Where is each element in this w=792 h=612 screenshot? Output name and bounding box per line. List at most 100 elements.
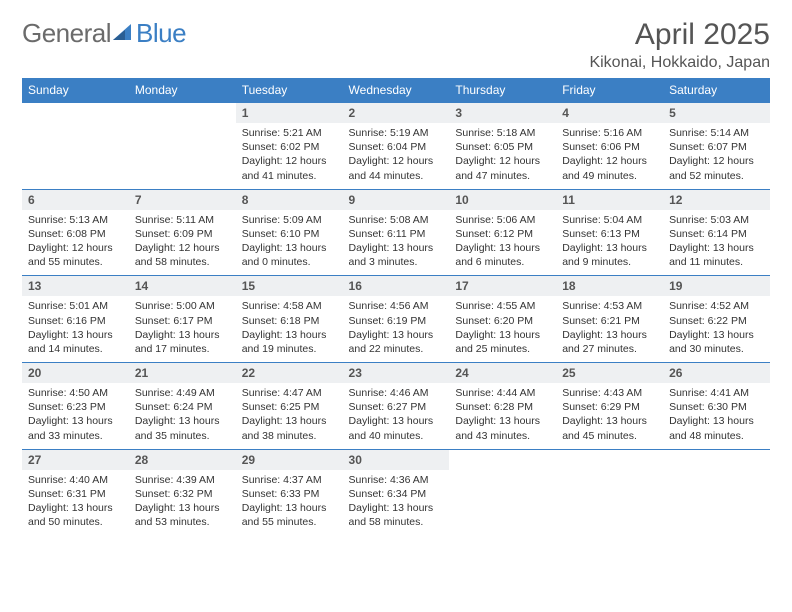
month-title: April 2025	[589, 18, 770, 52]
day-number: 13	[28, 279, 41, 293]
day-number-cell: 30	[343, 449, 450, 470]
daylight-text: Daylight: 12 hours and 58 minutes.	[135, 241, 230, 269]
day-detail-cell: Sunrise: 5:14 AMSunset: 6:07 PMDaylight:…	[663, 123, 770, 189]
day-detail-cell: Sunrise: 4:41 AMSunset: 6:30 PMDaylight:…	[663, 383, 770, 449]
daylight-text: Daylight: 13 hours and 43 minutes.	[455, 414, 550, 442]
daylight-text: Daylight: 13 hours and 22 minutes.	[349, 328, 444, 356]
sunset-text: Sunset: 6:28 PM	[455, 400, 550, 414]
daylight-text: Daylight: 13 hours and 35 minutes.	[135, 414, 230, 442]
day-number: 29	[242, 453, 255, 467]
calendar-page: General Blue April 2025 Kikonai, Hokkaid…	[0, 0, 792, 545]
sunset-text: Sunset: 6:32 PM	[135, 487, 230, 501]
day-detail-cell: Sunrise: 5:21 AMSunset: 6:02 PMDaylight:…	[236, 123, 343, 189]
daylight-text: Daylight: 13 hours and 19 minutes.	[242, 328, 337, 356]
daylight-text: Daylight: 13 hours and 14 minutes.	[28, 328, 123, 356]
sunset-text: Sunset: 6:10 PM	[242, 227, 337, 241]
sunrise-text: Sunrise: 4:49 AM	[135, 386, 230, 400]
day-number-cell: 9	[343, 189, 450, 210]
sunset-text: Sunset: 6:29 PM	[562, 400, 657, 414]
weekday-header-row: Sunday Monday Tuesday Wednesday Thursday…	[22, 78, 770, 103]
day-number-cell: 8	[236, 189, 343, 210]
sunset-text: Sunset: 6:23 PM	[28, 400, 123, 414]
day-number: 2	[349, 106, 356, 120]
sunrise-text: Sunrise: 4:52 AM	[669, 299, 764, 313]
sunrise-text: Sunrise: 4:44 AM	[455, 386, 550, 400]
sunset-text: Sunset: 6:24 PM	[135, 400, 230, 414]
day-detail-cell: Sunrise: 4:58 AMSunset: 6:18 PMDaylight:…	[236, 296, 343, 362]
sunrise-text: Sunrise: 4:39 AM	[135, 473, 230, 487]
sunset-text: Sunset: 6:09 PM	[135, 227, 230, 241]
day-number: 3	[455, 106, 462, 120]
day-number-cell: 10	[449, 189, 556, 210]
day-number: 16	[349, 279, 362, 293]
day-number-row: 20212223242526	[22, 363, 770, 384]
day-number-cell: 13	[22, 276, 129, 297]
day-number-cell: 22	[236, 363, 343, 384]
day-number: 15	[242, 279, 255, 293]
logo-text-blue: Blue	[136, 18, 186, 49]
day-detail-cell: Sunrise: 5:00 AMSunset: 6:17 PMDaylight:…	[129, 296, 236, 362]
sunrise-text: Sunrise: 5:14 AM	[669, 126, 764, 140]
day-number-cell: 11	[556, 189, 663, 210]
sunrise-text: Sunrise: 5:09 AM	[242, 213, 337, 227]
sunset-text: Sunset: 6:19 PM	[349, 314, 444, 328]
day-number: 5	[669, 106, 676, 120]
sunset-text: Sunset: 6:11 PM	[349, 227, 444, 241]
sunrise-text: Sunrise: 4:53 AM	[562, 299, 657, 313]
day-number-cell: 28	[129, 449, 236, 470]
page-header: General Blue April 2025 Kikonai, Hokkaid…	[22, 18, 770, 72]
day-number-row: 27 28 29 30	[22, 449, 770, 470]
day-detail-cell: Sunrise: 5:18 AMSunset: 6:05 PMDaylight:…	[449, 123, 556, 189]
sunrise-text: Sunrise: 4:50 AM	[28, 386, 123, 400]
weekday-header: Wednesday	[343, 78, 450, 103]
daylight-text: Daylight: 13 hours and 0 minutes.	[242, 241, 337, 269]
daylight-text: Daylight: 12 hours and 55 minutes.	[28, 241, 123, 269]
logo-text-gray: General	[22, 18, 111, 49]
title-block: April 2025 Kikonai, Hokkaido, Japan	[589, 18, 770, 72]
day-number: 18	[562, 279, 575, 293]
sunrise-text: Sunrise: 5:19 AM	[349, 126, 444, 140]
daylight-text: Daylight: 13 hours and 50 minutes.	[28, 501, 123, 529]
day-number-cell: 2	[343, 103, 450, 124]
daylight-text: Daylight: 12 hours and 41 minutes.	[242, 154, 337, 182]
sunrise-text: Sunrise: 4:40 AM	[28, 473, 123, 487]
day-number: 10	[455, 193, 468, 207]
day-number: 27	[28, 453, 41, 467]
day-detail-cell: Sunrise: 5:04 AMSunset: 6:13 PMDaylight:…	[556, 210, 663, 276]
daylight-text: Daylight: 12 hours and 44 minutes.	[349, 154, 444, 182]
sunrise-text: Sunrise: 5:00 AM	[135, 299, 230, 313]
sunrise-text: Sunrise: 5:03 AM	[669, 213, 764, 227]
day-number: 7	[135, 193, 142, 207]
day-number: 17	[455, 279, 468, 293]
day-detail-cell: Sunrise: 4:40 AMSunset: 6:31 PMDaylight:…	[22, 470, 129, 536]
sunset-text: Sunset: 6:16 PM	[28, 314, 123, 328]
daylight-text: Daylight: 13 hours and 6 minutes.	[455, 241, 550, 269]
sunset-text: Sunset: 6:17 PM	[135, 314, 230, 328]
day-number-cell	[663, 449, 770, 470]
day-number-cell: 6	[22, 189, 129, 210]
day-number: 24	[455, 366, 468, 380]
sunset-text: Sunset: 6:14 PM	[669, 227, 764, 241]
sunrise-text: Sunrise: 5:21 AM	[242, 126, 337, 140]
day-detail-cell: Sunrise: 5:03 AMSunset: 6:14 PMDaylight:…	[663, 210, 770, 276]
sunrise-text: Sunrise: 4:36 AM	[349, 473, 444, 487]
day-number-cell	[556, 449, 663, 470]
day-number-cell: 4	[556, 103, 663, 124]
day-number-cell: 20	[22, 363, 129, 384]
weekday-header: Saturday	[663, 78, 770, 103]
weekday-header: Thursday	[449, 78, 556, 103]
daylight-text: Daylight: 13 hours and 40 minutes.	[349, 414, 444, 442]
daylight-text: Daylight: 13 hours and 58 minutes.	[349, 501, 444, 529]
daylight-text: Daylight: 13 hours and 30 minutes.	[669, 328, 764, 356]
daylight-text: Daylight: 13 hours and 48 minutes.	[669, 414, 764, 442]
day-detail-cell: Sunrise: 4:53 AMSunset: 6:21 PMDaylight:…	[556, 296, 663, 362]
sunset-text: Sunset: 6:02 PM	[242, 140, 337, 154]
daylight-text: Daylight: 13 hours and 25 minutes.	[455, 328, 550, 356]
day-number: 8	[242, 193, 249, 207]
day-detail-cell	[22, 123, 129, 189]
day-number: 1	[242, 106, 249, 120]
sunset-text: Sunset: 6:06 PM	[562, 140, 657, 154]
daylight-text: Daylight: 13 hours and 3 minutes.	[349, 241, 444, 269]
daylight-text: Daylight: 13 hours and 33 minutes.	[28, 414, 123, 442]
day-number-cell: 26	[663, 363, 770, 384]
